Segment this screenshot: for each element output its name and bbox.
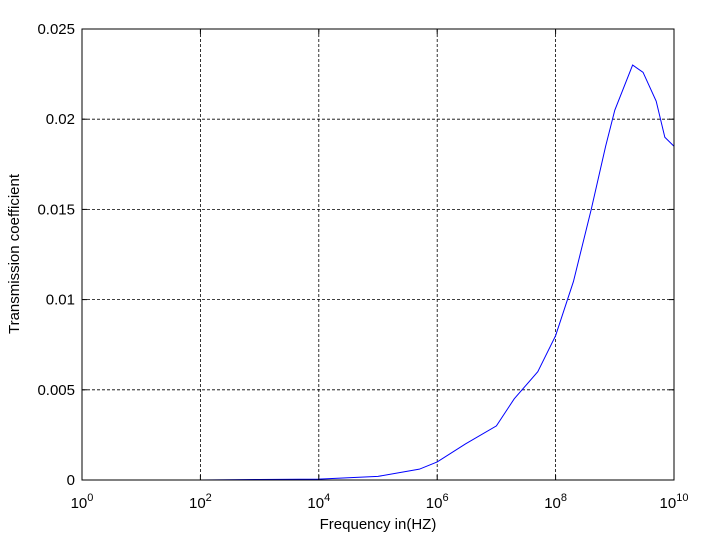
- x-tick-label: 100: [71, 492, 94, 512]
- y-tick-label: 0.025: [37, 21, 75, 38]
- x-tick-labels: 100 102 104 106 108 1010: [71, 492, 689, 512]
- grid-lines: [82, 29, 674, 480]
- series-line: [159, 64, 675, 481]
- x-tick-label-base: 10: [544, 495, 561, 512]
- x-tick-label-exponent: 10: [676, 492, 688, 504]
- x-tick-label-base: 10: [307, 495, 324, 512]
- x-tick-label: 106: [426, 492, 449, 512]
- series-layer: [159, 64, 675, 481]
- x-tick-label-base: 10: [189, 495, 206, 512]
- x-tick-label: 108: [544, 492, 567, 512]
- x-tick-label: 102: [189, 492, 212, 512]
- x-tick-label: 104: [307, 492, 330, 512]
- x-tick-label-exponent: 2: [206, 492, 212, 504]
- x-tick-label-exponent: 4: [324, 492, 330, 504]
- x-tick-label-base: 10: [71, 495, 88, 512]
- x-axis-title: Frequency in(HZ): [320, 516, 437, 533]
- y-axis-title: Transmission coefficient: [6, 173, 23, 334]
- y-tick-labels: 0 0.005 0.01 0.015 0.02 0.025: [37, 21, 75, 489]
- x-tick-label-base: 10: [660, 495, 677, 512]
- x-tick-label-exponent: 8: [561, 492, 567, 504]
- x-tick-label: 1010: [660, 492, 689, 512]
- x-tick-label-exponent: 0: [87, 492, 93, 504]
- tick-marks: [81, 28, 675, 481]
- y-tick-label: 0: [67, 472, 75, 489]
- y-tick-label: 0.02: [46, 111, 75, 128]
- x-tick-label-base: 10: [426, 495, 443, 512]
- plot-frame: [81, 28, 675, 481]
- y-tick-label: 0.015: [37, 201, 75, 218]
- x-tick-label-exponent: 6: [442, 492, 448, 504]
- y-tick-label: 0.005: [37, 382, 75, 399]
- y-tick-label: 0.01: [46, 292, 75, 309]
